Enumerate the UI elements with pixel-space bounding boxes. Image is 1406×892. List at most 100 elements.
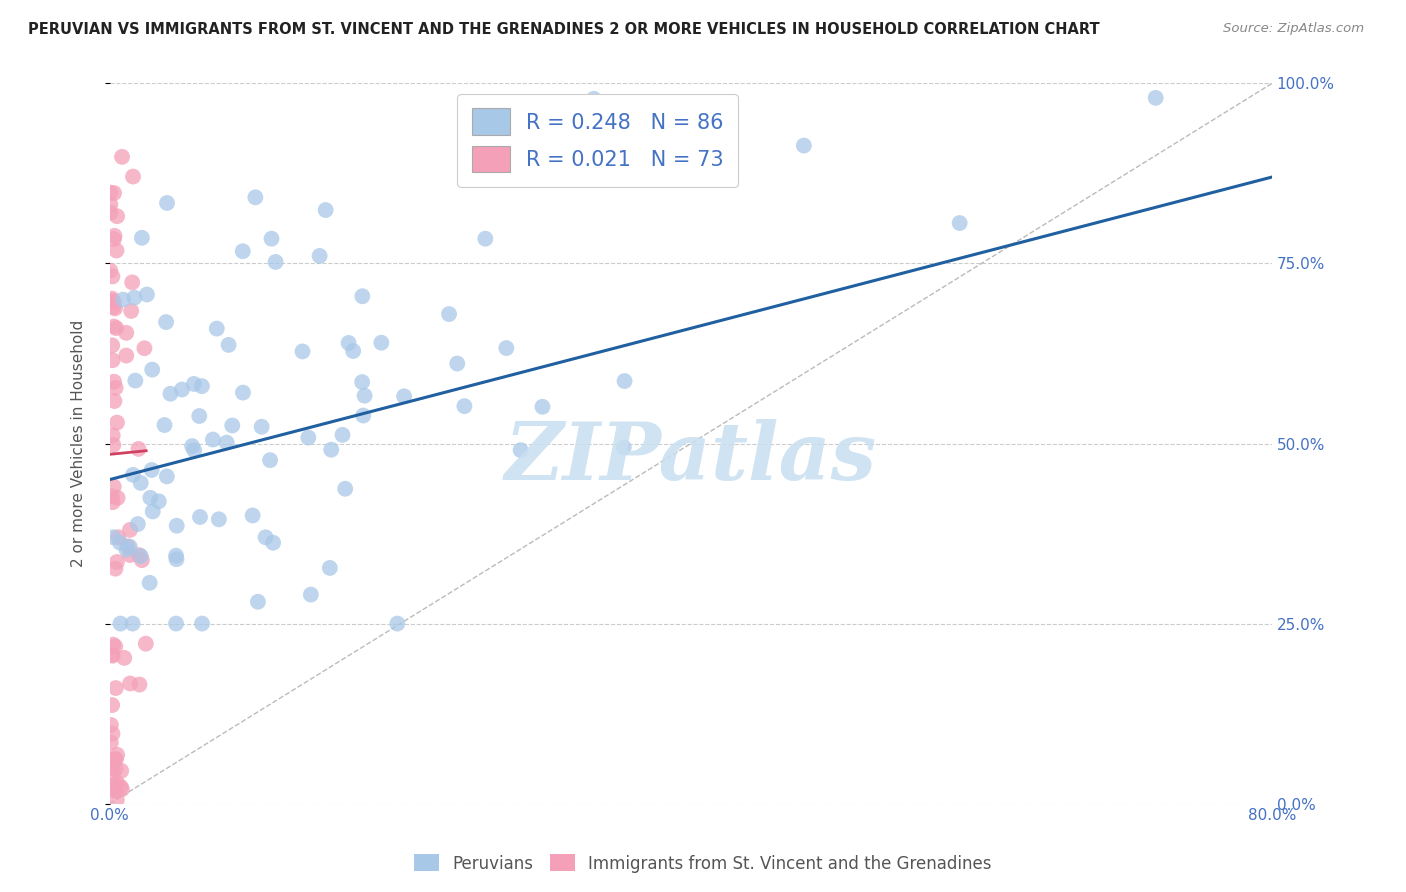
Point bbox=[104, 562, 127, 576]
Point bbox=[103, 638, 125, 652]
Point bbox=[166, 552, 188, 566]
Point bbox=[110, 764, 132, 778]
Point bbox=[115, 542, 138, 557]
Point bbox=[139, 491, 162, 505]
Point bbox=[104, 778, 127, 792]
Point bbox=[120, 304, 142, 318]
Point bbox=[104, 640, 127, 654]
Point bbox=[104, 301, 127, 316]
Point bbox=[107, 491, 129, 505]
Point bbox=[104, 784, 127, 798]
Point bbox=[495, 341, 517, 355]
Point bbox=[181, 439, 204, 453]
Point bbox=[205, 321, 228, 335]
Point bbox=[170, 383, 193, 397]
Point bbox=[115, 349, 138, 363]
Point bbox=[1144, 91, 1167, 105]
Point bbox=[165, 616, 187, 631]
Point bbox=[352, 375, 374, 389]
Point bbox=[191, 379, 214, 393]
Point bbox=[105, 555, 128, 569]
Point bbox=[250, 419, 273, 434]
Point bbox=[259, 453, 281, 467]
Point bbox=[104, 681, 127, 695]
Point bbox=[134, 341, 156, 355]
Point bbox=[474, 232, 496, 246]
Point bbox=[291, 344, 314, 359]
Point bbox=[105, 321, 128, 335]
Point bbox=[183, 443, 205, 458]
Point bbox=[100, 718, 122, 732]
Point bbox=[509, 443, 531, 458]
Point bbox=[117, 539, 139, 553]
Point bbox=[127, 517, 149, 532]
Point bbox=[221, 418, 243, 433]
Point bbox=[242, 508, 264, 523]
Point bbox=[437, 307, 460, 321]
Point bbox=[110, 616, 132, 631]
Point bbox=[103, 438, 125, 452]
Point bbox=[297, 431, 319, 445]
Point bbox=[264, 255, 287, 269]
Point bbox=[122, 169, 145, 184]
Point bbox=[98, 197, 121, 211]
Point bbox=[315, 202, 337, 217]
Point bbox=[124, 374, 146, 388]
Point bbox=[262, 535, 284, 549]
Point bbox=[110, 780, 132, 794]
Point bbox=[101, 495, 124, 509]
Point bbox=[103, 228, 125, 243]
Point bbox=[387, 616, 409, 631]
Point bbox=[101, 489, 124, 503]
Point bbox=[392, 389, 415, 403]
Point bbox=[188, 409, 211, 423]
Point bbox=[112, 651, 135, 665]
Point bbox=[127, 442, 149, 456]
Point bbox=[105, 776, 128, 790]
Point bbox=[118, 523, 141, 537]
Point bbox=[101, 293, 124, 308]
Legend: Peruvians, Immigrants from St. Vincent and the Grenadines: Peruvians, Immigrants from St. Vincent a… bbox=[408, 847, 998, 880]
Point bbox=[353, 389, 375, 403]
Point bbox=[128, 677, 150, 691]
Point bbox=[335, 482, 357, 496]
Point bbox=[101, 766, 124, 780]
Point bbox=[101, 269, 124, 284]
Point bbox=[153, 418, 176, 433]
Point bbox=[254, 530, 277, 544]
Point bbox=[531, 400, 554, 414]
Point bbox=[118, 548, 141, 562]
Point bbox=[135, 637, 157, 651]
Point bbox=[793, 138, 815, 153]
Point bbox=[129, 549, 152, 563]
Point bbox=[112, 293, 135, 307]
Point bbox=[188, 510, 211, 524]
Point bbox=[101, 338, 124, 352]
Point bbox=[105, 747, 128, 762]
Point bbox=[101, 292, 124, 306]
Point bbox=[166, 518, 188, 533]
Point bbox=[121, 616, 143, 631]
Point bbox=[103, 394, 125, 409]
Point bbox=[232, 244, 254, 259]
Point bbox=[246, 595, 269, 609]
Point bbox=[101, 428, 124, 442]
Point bbox=[337, 335, 360, 350]
Point bbox=[453, 399, 475, 413]
Point bbox=[101, 648, 124, 662]
Point bbox=[103, 480, 125, 494]
Point bbox=[352, 289, 374, 303]
Point bbox=[260, 232, 283, 246]
Point bbox=[103, 375, 125, 389]
Point bbox=[308, 249, 330, 263]
Point bbox=[148, 494, 170, 508]
Point bbox=[613, 441, 636, 455]
Point bbox=[111, 782, 134, 797]
Point bbox=[232, 385, 254, 400]
Point bbox=[103, 752, 125, 766]
Point bbox=[100, 761, 122, 775]
Point bbox=[156, 469, 179, 483]
Point bbox=[101, 726, 124, 740]
Point bbox=[105, 244, 128, 258]
Point bbox=[136, 287, 159, 301]
